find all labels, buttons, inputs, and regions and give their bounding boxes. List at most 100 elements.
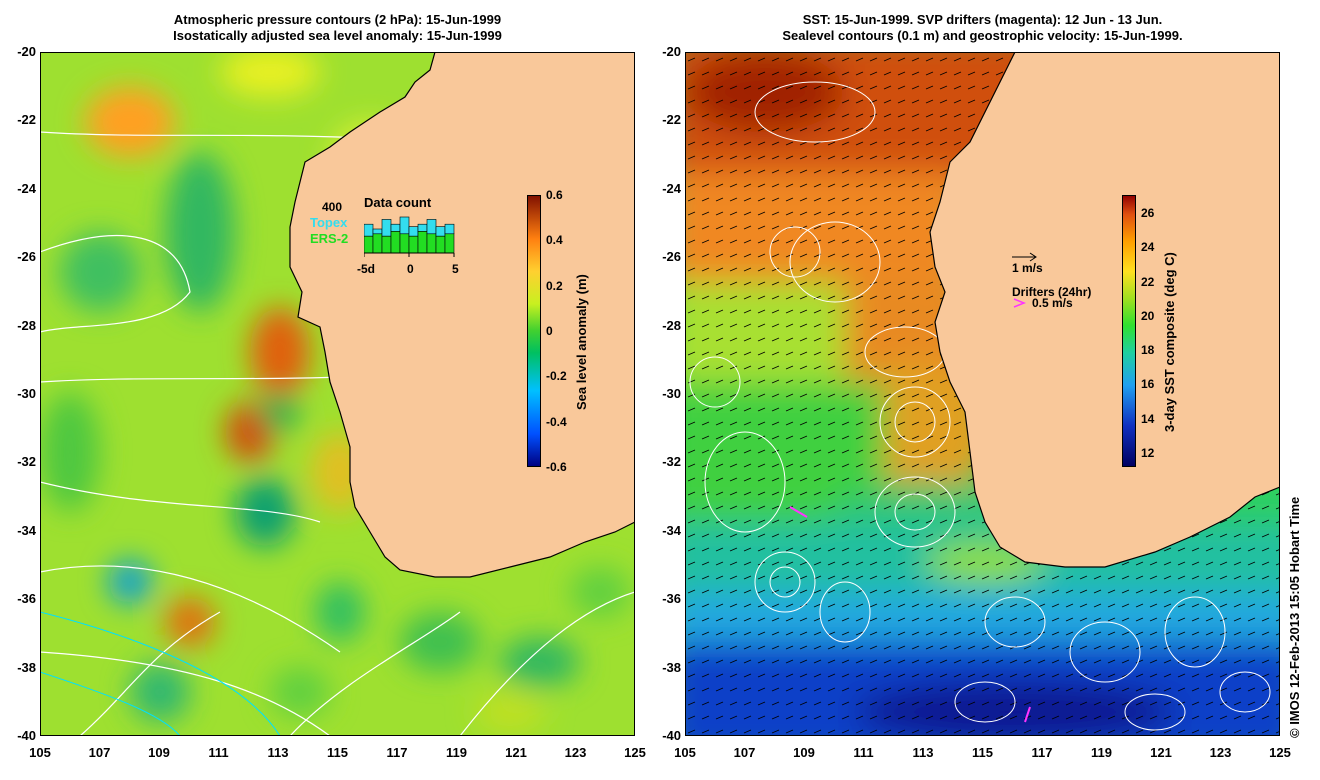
left-ytick-7: -34 (17, 522, 36, 538)
sst-tick-2: 22 (1141, 274, 1155, 289)
sst-tick-5: 16 (1141, 377, 1155, 392)
left-panel-title: Atmospheric pressure contours (2 hPa): 1… (40, 12, 635, 44)
sla-tick-4: -0.2 (546, 369, 567, 384)
left-title-line2: Isostatically adjusted sea level anomaly… (173, 28, 502, 43)
right-ytick-3: -26 (662, 249, 681, 265)
land-western-australia-sst (929, 52, 1280, 568)
sst-colorbar-title: 3-day SST composite (deg C) (1162, 252, 1177, 432)
right-xtick-10: 125 (1269, 745, 1291, 760)
ers2-bar (364, 235, 374, 254)
ers2-bar (417, 231, 428, 254)
left-xtick-5: 115 (327, 745, 348, 760)
right-xtick-3: 111 (853, 745, 874, 760)
sea-level-anomaly-map (40, 52, 635, 736)
velocity-legend-arrow (1012, 252, 1037, 262)
sst-colorbar (1122, 195, 1136, 467)
left-xtick-7: 119 (446, 745, 467, 760)
left-ytick-10: -40 (17, 728, 36, 743)
right-xtick-5: 115 (972, 745, 993, 760)
topex-bar (381, 219, 392, 237)
drifter-speed-label: 0.5 m/s (1032, 296, 1073, 310)
sst-tick-3: 20 (1141, 308, 1155, 323)
sst-tick-7: 12 (1141, 446, 1155, 460)
sla-tick-1: 0.4 (546, 233, 563, 248)
right-ytick-5: -30 (662, 386, 681, 401)
sst-tick-6: 14 (1141, 411, 1155, 426)
ers2-bar (399, 233, 410, 254)
left-xtick-4: 113 (267, 745, 289, 760)
right-xtick-1: 107 (733, 745, 756, 760)
topex-bar (444, 223, 455, 235)
left-xtick-0: 105 (29, 745, 51, 760)
data-count-histogram (364, 216, 455, 257)
sla-tick-5: -0.4 (546, 414, 567, 429)
sealevel-contours (689, 81, 1271, 731)
sla-colorbar (527, 195, 541, 467)
left-ytick-2: -24 (17, 180, 36, 196)
right-ytick-10: -40 (662, 728, 681, 743)
left-ytick-4: -28 (17, 317, 36, 333)
imos-credit: © IMOS 12-Feb-2013 15:05 Hobart Time (1287, 496, 1302, 738)
cyan-contours (40, 611, 281, 736)
right-ytick-9: -38 (662, 659, 681, 675)
ers2-bar (408, 235, 419, 254)
topex-bar (399, 216, 410, 235)
topex-bar (408, 226, 419, 237)
right-xtick-4: 113 (912, 745, 934, 760)
right-title-line1: SST: 15-Jun-1999. SVP drifters (magenta)… (802, 12, 1163, 27)
right-ytick-2: -24 (662, 180, 681, 196)
left-title-line1: Atmospheric pressure contours (2 hPa): 1… (173, 12, 502, 27)
left-xtick-3: 111 (208, 745, 229, 760)
right-xtick-2: 109 (793, 745, 815, 760)
data-count-xtick-0: 0 (407, 262, 414, 276)
ers2-bar (435, 235, 446, 254)
sst-tick-0: 26 (1141, 206, 1155, 220)
data-count-xtick-5: 5 (452, 262, 459, 276)
land-western-australia (289, 52, 635, 578)
right-ytick-6: -32 (662, 454, 681, 470)
ers2-label: ERS-2 (310, 231, 349, 246)
ers2-bar (426, 233, 437, 254)
right-xtick-8: 121 (1150, 745, 1172, 760)
right-ytick-7: -34 (662, 522, 681, 538)
left-xtick-2: 109 (148, 745, 170, 760)
topex-bar (372, 228, 383, 235)
sst-tick-4: 18 (1141, 343, 1155, 358)
topex-bar (435, 226, 446, 237)
velocity-legend-label: 1 m/s (1012, 261, 1043, 275)
sla-colorbar-title: Sea level anomaly (m) (574, 274, 589, 410)
left-xtick-9: 123 (564, 745, 587, 760)
sla-tick-2: 0.2 (546, 278, 563, 293)
right-title-line2: Sealevel contours (0.1 m) and geostrophi… (782, 28, 1183, 43)
ers2-bar (381, 235, 392, 254)
left-ytick-5: -30 (17, 386, 36, 401)
topex-bar (390, 223, 401, 232)
data-count-max-label: 400 (322, 200, 343, 214)
right-ytick-0: -20 (662, 44, 681, 59)
topex-bar (426, 219, 437, 235)
right-xtick-7: 119 (1091, 745, 1112, 760)
right-xtick-9: 123 (1209, 745, 1232, 760)
sla-tick-3: 0 (546, 324, 553, 338)
sst-map (685, 52, 1280, 736)
topex-bar (417, 223, 428, 232)
data-count-title: Data count (364, 195, 432, 210)
data-count-axis (364, 252, 455, 257)
left-xtick-1: 107 (88, 745, 111, 760)
left-xtick-8: 121 (505, 745, 527, 760)
ers2-bar (390, 231, 401, 254)
topex-bar (364, 223, 374, 237)
left-ytick-8: -36 (17, 591, 36, 607)
ers2-bar (372, 233, 383, 254)
left-ytick-6: -32 (17, 454, 36, 470)
drifter-legend-arrow (1013, 298, 1027, 308)
right-panel-title: SST: 15-Jun-1999. SVP drifters (magenta)… (685, 12, 1280, 44)
left-ytick-9: -38 (17, 659, 36, 675)
right-ytick-1: -22 (662, 112, 681, 128)
data-count-xtick-neg5: -5d (357, 262, 375, 276)
sla-field (40, 52, 630, 732)
left-xtick-10: 125 (624, 745, 646, 760)
right-xtick-0: 105 (674, 745, 696, 760)
sst-tick-1: 24 (1141, 240, 1155, 255)
sla-tick-0: 0.6 (546, 188, 563, 202)
